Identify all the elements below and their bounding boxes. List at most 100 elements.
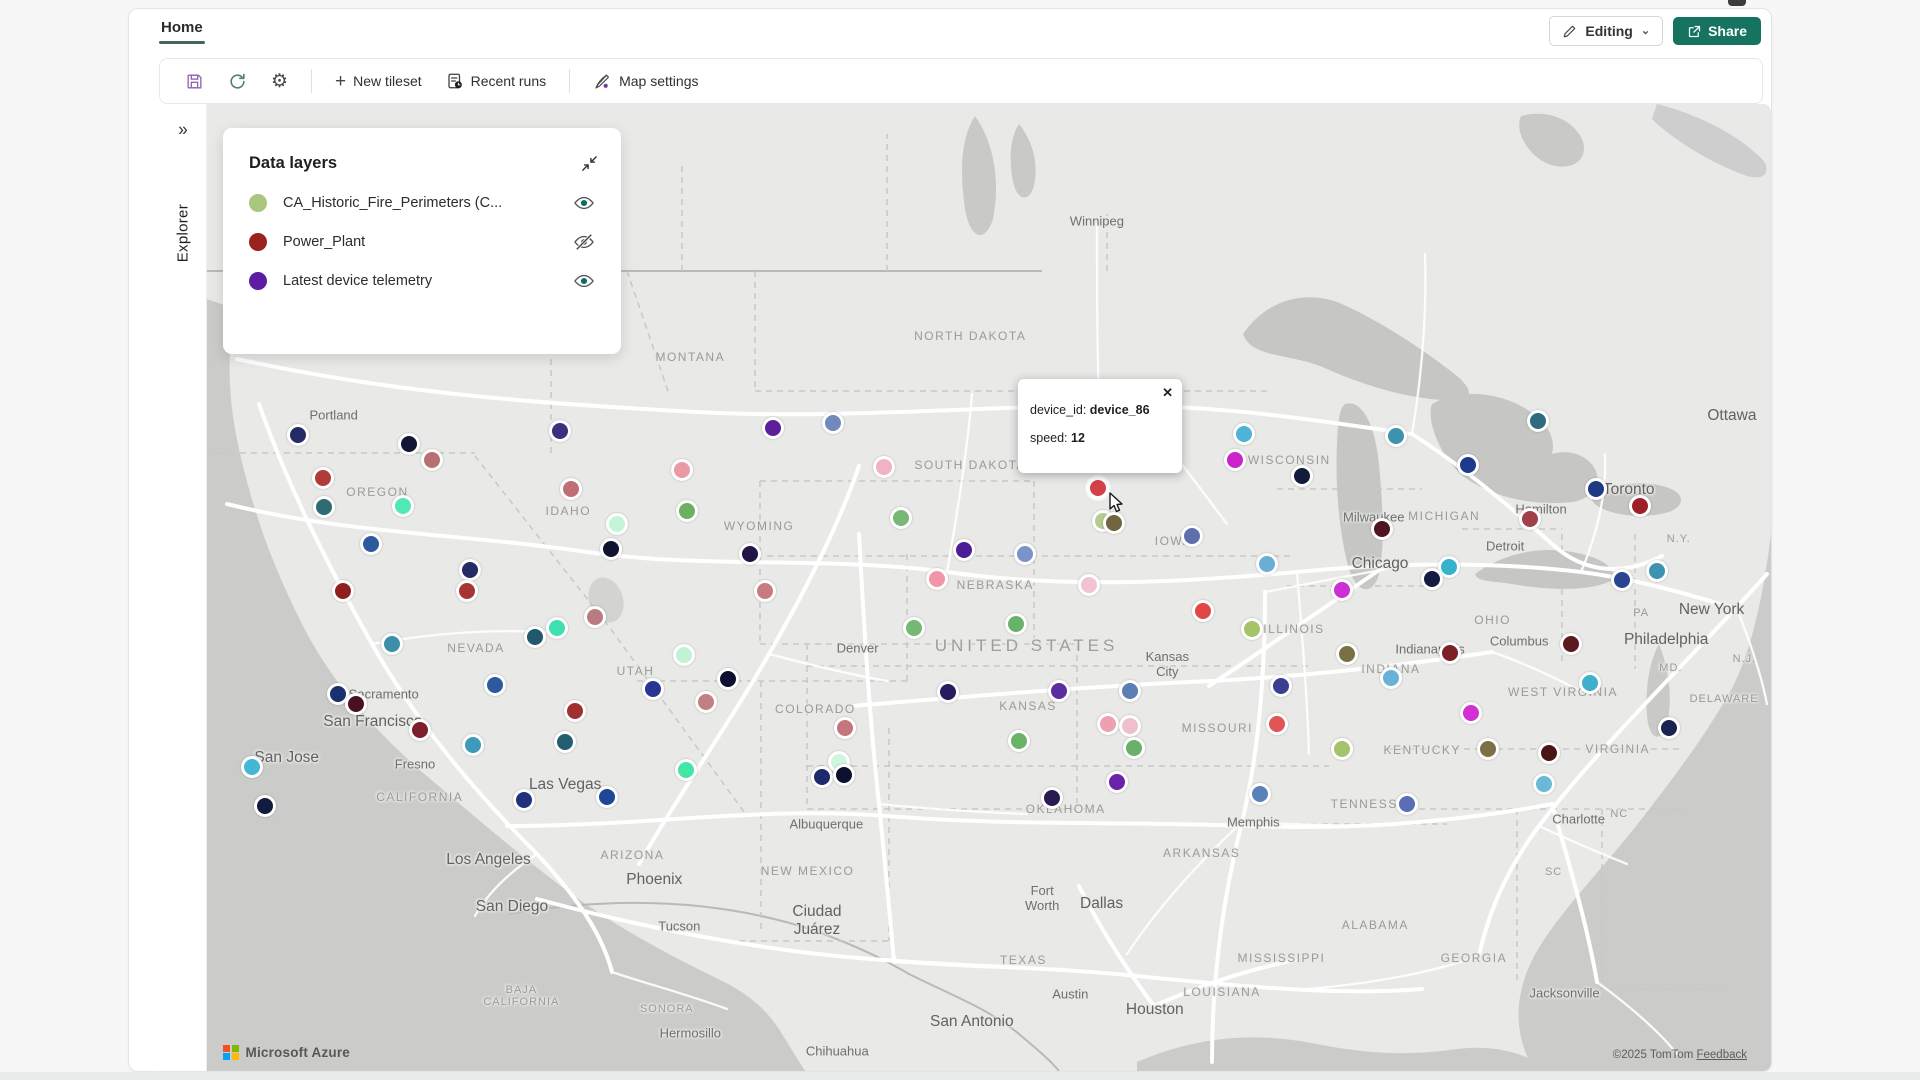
selected-device-marker[interactable] [1087,476,1110,499]
device-marker[interactable] [674,759,697,782]
device-marker[interactable] [311,467,334,490]
share-button[interactable]: Share [1673,17,1761,45]
device-marker[interactable] [599,537,622,560]
device-marker[interactable] [605,512,628,535]
save-button[interactable] [176,66,213,97]
device-marker[interactable] [1384,424,1407,447]
device-marker[interactable] [671,458,694,481]
refresh-button[interactable] [219,66,256,97]
device-marker[interactable] [1256,553,1279,576]
device-marker[interactable] [1379,667,1402,690]
device-marker[interactable] [1106,770,1129,793]
device-marker[interactable] [546,617,569,640]
device-marker[interactable] [1123,737,1146,760]
device-marker[interactable] [1013,542,1036,565]
device-marker[interactable] [762,416,785,439]
device-marker[interactable] [1437,556,1460,579]
settings-button[interactable]: ⚙ [262,66,297,97]
device-marker[interactable] [313,496,336,519]
device-marker[interactable] [549,419,572,442]
device-marker[interactable] [421,448,444,471]
explorer-collapsed-panel[interactable]: » Explorer [159,104,207,1071]
device-marker[interactable] [1537,741,1560,764]
device-marker[interactable] [1040,787,1063,810]
eye-hidden-icon[interactable] [573,233,595,251]
device-marker[interactable] [1628,495,1651,518]
eye-visible-icon[interactable] [573,272,595,290]
device-marker[interactable] [408,718,431,741]
device-marker[interactable] [1578,672,1601,695]
device-marker[interactable] [1420,567,1443,590]
device-marker[interactable] [1658,716,1681,739]
device-marker[interactable] [461,734,484,757]
device-marker[interactable] [1265,712,1288,735]
device-marker[interactable] [1476,737,1499,760]
device-marker[interactable] [241,756,264,779]
device-marker[interactable] [554,731,577,754]
device-marker[interactable] [1232,422,1255,445]
device-marker[interactable] [810,766,833,789]
new-tileset-button[interactable]: + New tileset [326,66,431,97]
expand-explorer-icon[interactable]: » [178,119,188,140]
device-marker[interactable] [596,786,619,809]
device-marker[interactable] [563,700,586,723]
device-marker[interactable] [455,580,478,603]
device-marker[interactable] [716,668,739,691]
device-marker[interactable] [738,542,761,565]
device-marker[interactable] [1611,568,1634,591]
device-marker[interactable] [873,455,896,478]
device-marker[interactable] [1645,560,1668,583]
device-marker[interactable] [560,477,583,500]
device-marker[interactable] [834,716,857,739]
device-marker[interactable] [676,500,699,523]
feedback-link[interactable]: Feedback [1696,1049,1747,1061]
device-marker[interactable] [1290,465,1313,488]
device-marker[interactable] [1007,730,1030,753]
device-marker[interactable] [1078,573,1101,596]
device-marker[interactable] [1459,702,1482,725]
eye-visible-icon[interactable] [573,194,595,212]
device-marker[interactable] [673,644,696,667]
device-marker[interactable] [380,632,403,655]
device-marker[interactable] [754,580,777,603]
device-marker[interactable] [641,678,664,701]
device-marker[interactable] [1240,618,1263,641]
tab-home[interactable]: Home [159,17,205,44]
device-marker[interactable] [286,423,309,446]
recent-runs-button[interactable]: Recent runs [437,66,555,96]
device-marker[interactable] [1395,793,1418,816]
device-marker[interactable] [1048,679,1071,702]
device-marker[interactable] [1526,410,1549,433]
device-marker[interactable] [1439,642,1462,665]
device-marker[interactable] [332,580,355,603]
device-marker[interactable] [1103,511,1126,534]
device-marker[interactable] [1004,613,1027,636]
device-marker[interactable] [458,559,481,582]
editing-mode-button[interactable]: Editing ⌄ [1549,16,1664,46]
device-marker[interactable] [937,680,960,703]
device-marker[interactable] [1181,525,1204,548]
device-marker[interactable] [513,789,536,812]
device-marker[interactable] [1118,679,1141,702]
device-marker[interactable] [344,692,367,715]
device-marker[interactable] [397,433,420,456]
device-marker[interactable] [1118,714,1141,737]
device-marker[interactable] [832,764,855,787]
device-marker[interactable] [821,412,844,435]
device-marker[interactable] [952,538,975,561]
device-marker[interactable] [1559,632,1582,655]
device-marker[interactable] [391,495,414,518]
device-marker[interactable] [524,625,547,648]
device-marker[interactable] [1533,772,1556,795]
device-marker[interactable] [902,617,925,640]
device-marker[interactable] [1331,579,1354,602]
device-marker[interactable] [1223,448,1246,471]
device-marker[interactable] [1370,518,1393,541]
device-marker[interactable] [1270,675,1293,698]
device-marker[interactable] [253,795,276,818]
close-icon[interactable]: ✕ [1162,385,1173,400]
device-marker[interactable] [1096,712,1119,735]
device-marker[interactable] [1248,783,1271,806]
device-marker[interactable] [1519,507,1542,530]
device-marker[interactable] [360,532,383,555]
